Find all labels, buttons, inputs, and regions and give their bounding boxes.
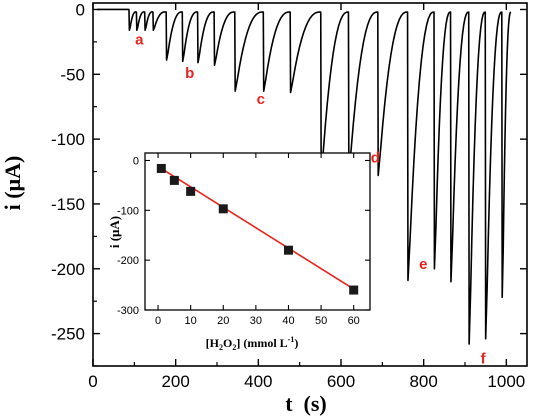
- x-tick-label-400: 400: [244, 372, 272, 391]
- inset-y-tick-label--100: -100: [117, 205, 139, 217]
- inset-data-point: [218, 204, 228, 214]
- x-axis-title: t (s): [285, 391, 327, 416]
- x-tick-label-200: 200: [161, 372, 189, 391]
- inset-x-tick-label-20: 20: [217, 315, 229, 327]
- main-annotations: a b c d e f: [135, 31, 487, 367]
- inset-data-point: [349, 285, 359, 295]
- annotation-b: b: [185, 65, 194, 82]
- annotation-d: d: [371, 149, 380, 166]
- inset-x-tick-label-60: 60: [348, 315, 360, 327]
- current-trace: [97, 8, 512, 345]
- y-tick-label--50: -50: [60, 65, 85, 84]
- y-tick-label--150: -150: [51, 195, 85, 214]
- inset-y-tick-label--300: -300: [117, 305, 139, 317]
- y-tick-label--100: -100: [51, 130, 85, 149]
- inset-x-tick-label-30: 30: [250, 315, 262, 327]
- x-tick-label-0: 0: [88, 372, 97, 391]
- annotation-f: f: [481, 350, 487, 367]
- inset-y-tick-label--200: -200: [117, 255, 139, 267]
- inset-plot: 0 10 20 30 40 50 60 0 -100 -200 -300 [H2O2] (mmol …: [107, 152, 371, 352]
- inset-frame: [144, 152, 371, 311]
- inset-data-points: [156, 163, 359, 295]
- x-tick-label-800: 800: [409, 372, 437, 391]
- main-axis-ticks: [92, 3, 527, 367]
- inset-data-point: [283, 245, 293, 255]
- inset-data-point: [156, 163, 166, 173]
- annotation-a: a: [135, 31, 144, 48]
- inset-x-tick-label-10: 10: [185, 315, 197, 327]
- inset-x-tick-label-40: 40: [282, 315, 294, 327]
- inset-x-axis-title: [H2O2] (mmol L-1): [206, 335, 299, 352]
- inset-axis-ticks: [145, 153, 370, 311]
- inset-data-point: [169, 175, 179, 185]
- inset-background: [145, 153, 370, 310]
- inset-x-tick-label-50: 50: [315, 315, 327, 327]
- main-plot-frame: [92, 2, 528, 367]
- annotation-c: c: [257, 91, 265, 108]
- y-tick-label-0: 0: [76, 0, 85, 19]
- y-tick-label--250: -250: [51, 325, 85, 344]
- x-tick-label-1000: 1000: [487, 372, 525, 391]
- x-tick-label-600: 600: [327, 372, 355, 391]
- inset-y-axis-title: i (μA): [107, 216, 122, 248]
- inset-tick-labels: 0 10 20 30 40 50 60 0 -100 -200 -300: [117, 155, 360, 327]
- inset-data-point: [186, 186, 196, 196]
- inset-x-tick-label-0: 0: [155, 315, 161, 327]
- y-axis-title: i (μA): [0, 156, 25, 211]
- y-tick-label--200: -200: [51, 260, 85, 279]
- annotation-e: e: [419, 256, 427, 273]
- inset-y-tick-label-0: 0: [133, 155, 139, 167]
